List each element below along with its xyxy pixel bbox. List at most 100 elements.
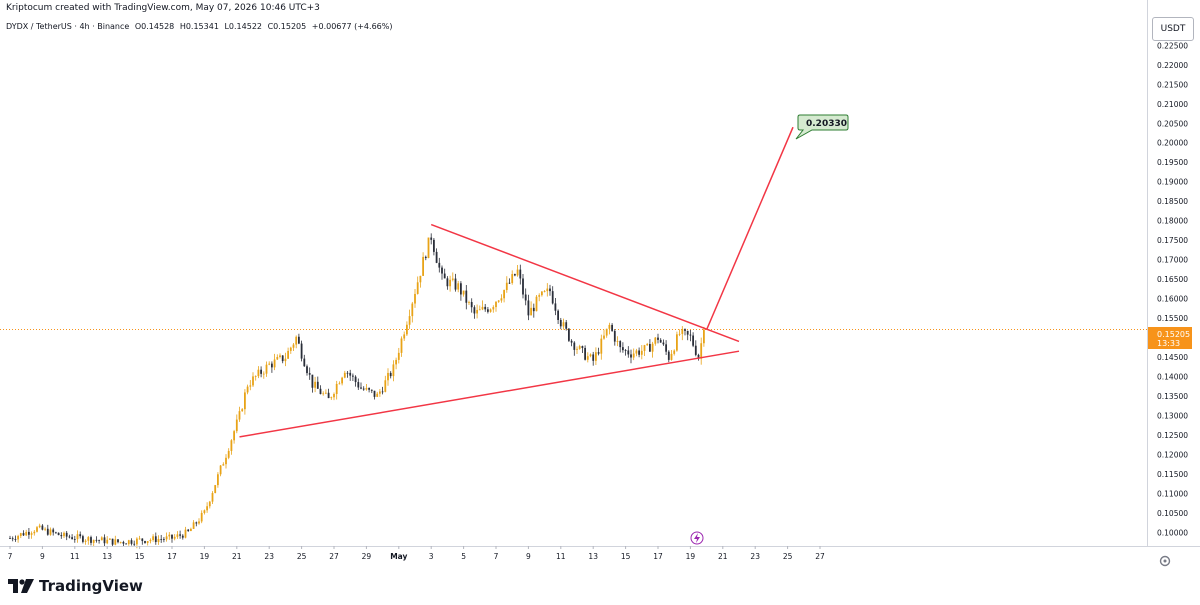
candle-body	[314, 381, 316, 388]
candle-body	[595, 352, 597, 361]
candle-body	[381, 391, 384, 393]
candle-body	[252, 376, 254, 386]
candle-body	[397, 352, 400, 360]
candle-body	[632, 353, 635, 358]
candle-body	[303, 358, 306, 367]
candle-body	[392, 364, 395, 377]
candle-body	[646, 344, 649, 346]
candle-body	[33, 531, 36, 534]
time-tick-label: 11	[556, 552, 566, 561]
price-tick-label: 0.22000	[1157, 61, 1188, 70]
candle-body	[676, 334, 678, 351]
candle-body	[354, 376, 357, 383]
candle-body	[592, 354, 595, 361]
time-tick-label: 13	[102, 552, 112, 561]
candle-body	[568, 328, 570, 341]
candle-body	[549, 288, 551, 292]
time-tick-label: 11	[70, 552, 80, 561]
target-callout[interactable]: 0.20330	[795, 114, 849, 140]
candle-body	[173, 536, 176, 539]
candle-body	[262, 373, 265, 375]
candle-body	[678, 333, 681, 335]
price-tick-label: 0.12500	[1157, 431, 1188, 440]
candle-body	[71, 537, 73, 540]
trendlines[interactable]	[239, 126, 794, 438]
candle-body	[689, 334, 692, 336]
price-tick-label: 0.18000	[1157, 217, 1188, 226]
candle-body	[546, 288, 549, 292]
candle-body	[38, 525, 41, 528]
candle-body	[187, 529, 190, 532]
candle-body	[667, 351, 670, 360]
symbol-name[interactable]: DYDX / TetherUS · 4h · Binance	[6, 22, 130, 31]
candle-body	[338, 383, 341, 385]
candle-body	[559, 319, 562, 327]
candle-body	[79, 534, 82, 537]
candle-body	[171, 534, 173, 539]
candle-body	[673, 350, 676, 354]
candle-body	[379, 391, 381, 394]
candle-body	[511, 274, 514, 283]
candle-body	[46, 528, 49, 535]
candle-body	[476, 309, 478, 314]
time-axis[interactable]: 7 9 11 13 15 17 19 21 23 25 27 29 May 3 5 7 9 11 13 15 17 19 2…	[8, 546, 825, 561]
tradingview-logo[interactable]: TradingView	[8, 575, 143, 597]
candle-body	[416, 282, 419, 294]
candle-body	[627, 350, 630, 355]
candle-body	[130, 540, 133, 544]
tradingview-wordmark: TradingView	[39, 577, 143, 595]
candle-body	[254, 376, 257, 377]
candle-body	[519, 269, 522, 279]
candle-body	[635, 350, 638, 354]
candle-body	[703, 329, 705, 344]
candle-body	[630, 354, 632, 358]
candle-body	[311, 374, 314, 388]
candle-body	[524, 294, 527, 301]
candle-body	[551, 291, 554, 304]
candle-body	[584, 347, 586, 360]
trendline	[705, 126, 794, 331]
high-value: H0.15341	[179, 22, 219, 31]
candle-body	[576, 348, 578, 350]
candle-body	[570, 340, 573, 343]
candle-body	[581, 346, 584, 348]
price-tick-label: 0.19000	[1157, 178, 1188, 187]
candle-body	[624, 350, 627, 351]
time-tick-label: 23	[264, 552, 274, 561]
candle-body	[643, 345, 646, 351]
candle-body	[449, 279, 451, 287]
price-axis[interactable]: 0.10000 0.10500 0.11000 0.11500 0.12000 0.125…	[1157, 22, 1188, 538]
candle-body	[273, 359, 276, 368]
time-tick-label: 29	[362, 552, 372, 561]
candle-body	[92, 539, 95, 543]
candle-body	[527, 300, 530, 316]
candle-body	[122, 541, 125, 544]
candle-body	[578, 346, 581, 349]
candle-body	[681, 329, 684, 334]
candle-body	[497, 300, 500, 302]
candle-body	[414, 293, 416, 304]
candle-body	[103, 537, 106, 544]
candle-body	[535, 296, 538, 312]
candle-body	[365, 387, 368, 390]
candle-body	[692, 335, 694, 346]
candle-body	[195, 522, 198, 524]
candle-body	[335, 383, 338, 395]
candle-body	[157, 539, 160, 543]
gear-icon[interactable]	[1158, 553, 1172, 572]
candle-body	[125, 543, 127, 545]
candle-body	[281, 355, 284, 362]
time-tick-label: 3	[429, 552, 434, 561]
candle-body	[622, 347, 624, 351]
candle-body	[184, 529, 187, 538]
candle-body	[670, 353, 673, 360]
candle-body	[600, 338, 603, 354]
chart-attribution: Kriptocum created with TradingView.com, …	[6, 3, 320, 13]
candle-body	[165, 536, 168, 540]
candle-body	[22, 533, 25, 536]
price-tick-label: 0.10500	[1157, 509, 1188, 518]
lightning-icon[interactable]	[690, 531, 704, 545]
open-value: O0.14528	[134, 22, 175, 31]
currency-selector[interactable]: USDT	[1152, 17, 1194, 41]
